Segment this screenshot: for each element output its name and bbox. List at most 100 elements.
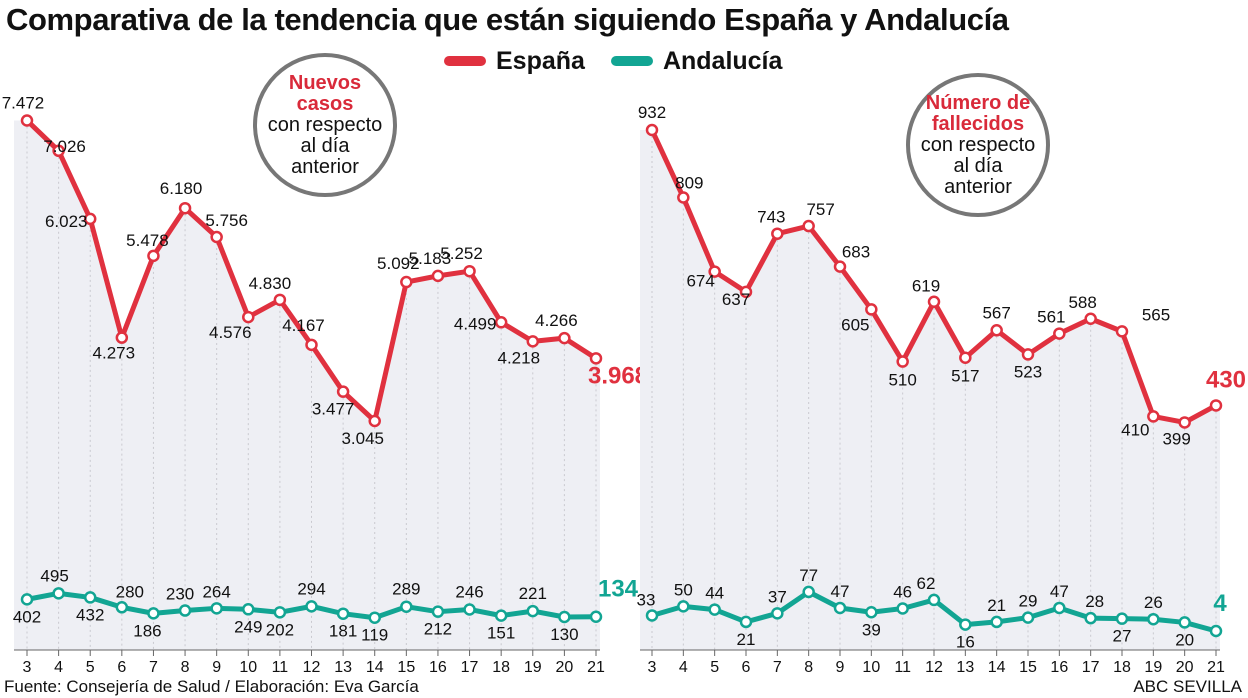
data-point-andalucia xyxy=(959,618,972,631)
x-tick-label: 20 xyxy=(555,659,573,676)
data-point-andalucia xyxy=(52,587,65,600)
data-point-espana xyxy=(147,249,160,263)
data-label-andalucia: 280 xyxy=(116,582,144,601)
data-label-andalucia: 246 xyxy=(455,582,483,601)
data-point-andalucia xyxy=(802,585,815,599)
legend-label-espana: España xyxy=(496,46,585,75)
data-label-espana: 3.477 xyxy=(312,400,355,419)
data-label-andalucia: 27 xyxy=(1113,627,1132,646)
data-point-espana xyxy=(273,293,287,307)
data-point-andalucia xyxy=(1115,612,1129,625)
data-point-andalucia xyxy=(526,604,540,618)
data-point-espana xyxy=(1084,312,1097,326)
data-label-espana: 5.756 xyxy=(205,211,248,230)
data-point-andalucia xyxy=(400,600,413,613)
data-point-andalucia xyxy=(463,603,476,616)
x-tick-label: 17 xyxy=(461,659,479,676)
data-point-espana xyxy=(52,144,65,158)
chart-panel-1: 3 4 5 6 7 8 9 10 11 12 13 14 15 16 17 18 19 20 21 7.472 7.02… xyxy=(2,94,648,677)
data-point-andalucia xyxy=(1178,616,1191,629)
data-point-andalucia xyxy=(645,609,659,622)
data-point-espana xyxy=(802,219,815,233)
data-label-espana: 5.183 xyxy=(409,249,452,268)
data-label-andalucia: 21 xyxy=(737,630,756,649)
data-point-andalucia xyxy=(336,607,350,620)
x-tick-label: 20 xyxy=(1176,659,1194,676)
data-label-andalucia: 402 xyxy=(13,607,41,626)
data-label-espana: 567 xyxy=(982,303,1010,322)
annotation-line-cases-2: al día xyxy=(300,134,350,157)
x-tick-label: 16 xyxy=(1050,659,1068,676)
data-label-andalucia: 46 xyxy=(893,583,912,602)
data-point-andalucia xyxy=(990,615,1003,629)
data-label-espana: 809 xyxy=(675,173,703,192)
data-label-andalucia: 20 xyxy=(1175,630,1194,649)
x-tick-label: 21 xyxy=(1207,659,1225,676)
data-label-espana: 4.499 xyxy=(454,314,497,333)
data-point-espana xyxy=(990,324,1003,337)
x-tick-label: 15 xyxy=(1019,659,1037,676)
x-tick-label: 10 xyxy=(862,659,880,676)
data-point-andalucia xyxy=(178,604,192,617)
chart-title: Comparativa de la tendencia que están si… xyxy=(6,2,1009,37)
x-tick-label: 19 xyxy=(1144,659,1162,676)
data-label-andalucia: 289 xyxy=(392,580,420,599)
data-label-andalucia: 181 xyxy=(329,622,357,641)
annotation-line-cases-1: con respecto xyxy=(267,113,383,136)
x-tick-label: 14 xyxy=(988,659,1006,676)
x-tick-label: 6 xyxy=(742,659,751,676)
data-label-andalucia: 21 xyxy=(987,596,1006,615)
x-tick-label: 16 xyxy=(429,659,447,676)
data-point-andalucia xyxy=(115,601,129,614)
data-label-andalucia: 134 xyxy=(598,576,639,603)
source-note: Fuente: Consejería de Salud / Elaboració… xyxy=(4,677,419,696)
data-point-andalucia xyxy=(1084,611,1097,625)
x-tick-label: 9 xyxy=(212,659,221,676)
data-label-espana: 605 xyxy=(841,315,869,334)
data-point-andalucia xyxy=(242,603,255,616)
x-tick-label: 12 xyxy=(303,659,321,676)
data-label-espana: 932 xyxy=(638,103,666,122)
x-tick-label: 12 xyxy=(925,659,943,676)
data-label-andalucia: 249 xyxy=(234,617,262,636)
legend-label-andalucia: Andalucía xyxy=(662,46,783,75)
data-label-espana: 588 xyxy=(1068,293,1096,312)
area-fill xyxy=(14,120,600,650)
data-point-espana xyxy=(833,260,847,273)
data-label-andalucia: 26 xyxy=(1144,593,1163,612)
data-label-espana: 399 xyxy=(1162,429,1190,448)
data-point-espana xyxy=(368,414,381,428)
data-label-espana: 430 xyxy=(1206,366,1246,393)
data-label-espana: 410 xyxy=(1121,420,1149,439)
data-label-andalucia: 28 xyxy=(1085,592,1104,611)
data-point-andalucia xyxy=(589,610,603,623)
data-point-espana xyxy=(1209,399,1223,412)
annotation-highlight-deaths: Número de fallecidos xyxy=(925,91,1031,135)
x-tick-label: 11 xyxy=(894,659,911,676)
data-point-espana xyxy=(242,310,255,324)
data-label-andalucia: 47 xyxy=(1050,582,1069,601)
data-label-andalucia: 230 xyxy=(166,585,194,604)
data-point-espana xyxy=(115,331,129,344)
legend: España Andalucía xyxy=(444,45,782,77)
data-label-andalucia: 16 xyxy=(956,633,975,652)
data-point-espana xyxy=(400,275,413,289)
legend-swatch-andalucia xyxy=(610,56,653,66)
data-label-espana: 757 xyxy=(806,200,834,219)
data-point-espana xyxy=(20,114,34,127)
data-point-andalucia xyxy=(305,600,318,613)
x-tick-label: 7 xyxy=(149,659,158,676)
data-label-espana: 619 xyxy=(912,277,940,296)
data-label-andalucia: 221 xyxy=(519,584,547,603)
data-label-andalucia: 264 xyxy=(202,582,230,601)
data-point-espana xyxy=(526,335,540,348)
data-point-andalucia xyxy=(771,607,784,620)
data-label-andalucia: 432 xyxy=(76,605,104,624)
data-label-espana: 4.576 xyxy=(209,323,252,342)
data-point-andalucia xyxy=(1147,612,1160,626)
area-fill xyxy=(640,130,1220,650)
x-tick-label: 3 xyxy=(23,659,32,676)
data-point-andalucia xyxy=(558,610,571,624)
annotation-line-deaths-2: al día xyxy=(953,154,1003,177)
x-tick-label: 14 xyxy=(366,659,384,676)
